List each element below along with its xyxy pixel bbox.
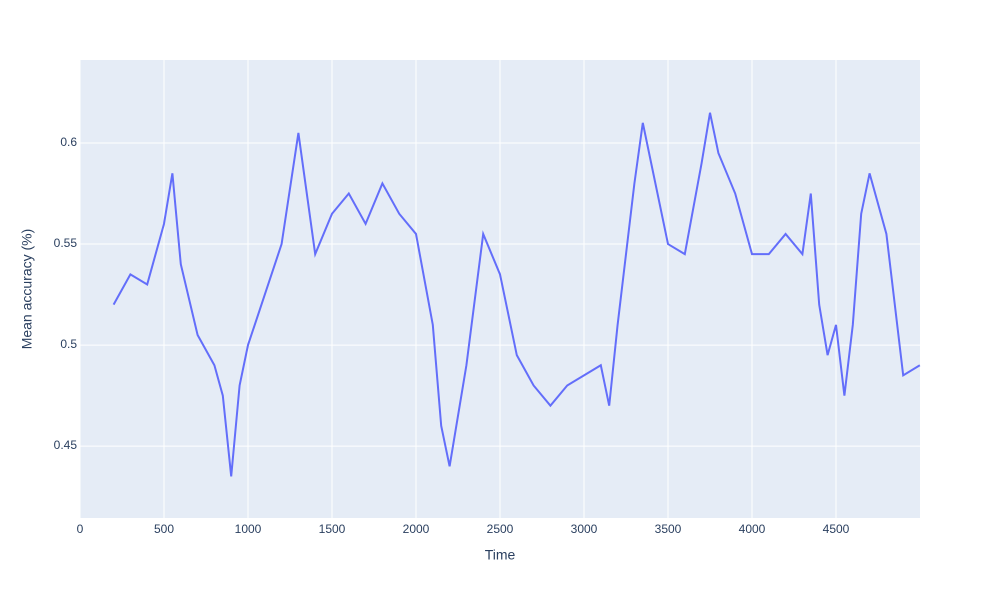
x-tick-label: 2000 xyxy=(403,522,430,536)
x-tick-label: 4500 xyxy=(823,522,850,536)
x-axis-title: Time xyxy=(485,547,516,563)
y-tick-label: 0.6 xyxy=(60,135,77,149)
x-tick-label: 1000 xyxy=(235,522,262,536)
y-axis-title: Mean accuracy (%) xyxy=(19,229,35,350)
line-series xyxy=(112,112,921,477)
x-tick-label: 500 xyxy=(154,522,174,536)
x-tick-label: 1500 xyxy=(319,522,346,536)
x-tick-label: 3000 xyxy=(571,522,598,536)
y-tick-label: 0.5 xyxy=(60,337,77,351)
x-tick-label: 2500 xyxy=(487,522,514,536)
x-tick-label: 4000 xyxy=(739,522,766,536)
y-tick-label: 0.45 xyxy=(54,438,78,452)
x-tick-label: 0 xyxy=(77,522,84,536)
y-tick-label: 0.55 xyxy=(54,236,78,250)
x-tick-label: 3500 xyxy=(655,522,682,536)
